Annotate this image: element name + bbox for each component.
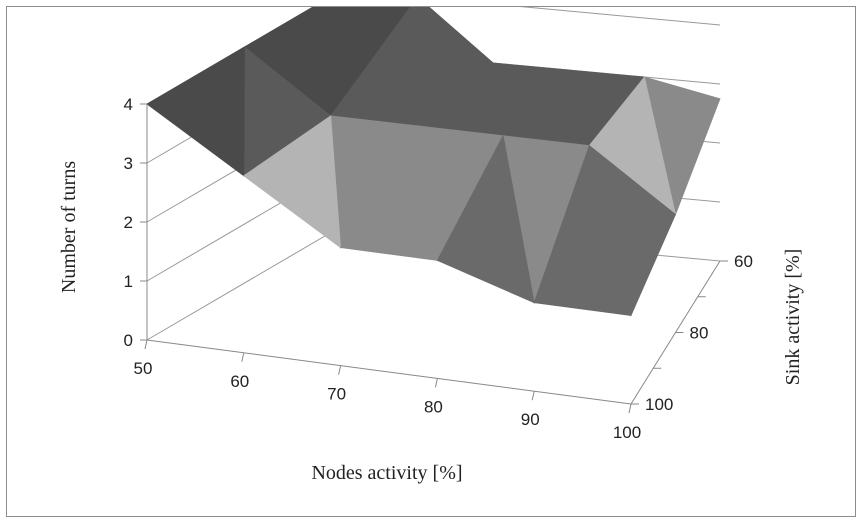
x-axis-line: [146, 339, 632, 405]
axes-layer: [140, 103, 728, 414]
surface-face: [339, 124, 438, 261]
y-tick-label: 80: [690, 324, 709, 343]
x-tick-label: 100: [613, 423, 641, 442]
y-tick-label: 60: [734, 252, 753, 271]
surface-face: [533, 144, 632, 316]
z-axis-title: Number of turns: [58, 161, 80, 293]
x-tick-mark: [628, 403, 632, 414]
surface-face: [243, 115, 342, 249]
z-tick-label: 0: [124, 331, 133, 350]
x-tick-label: 90: [521, 410, 540, 429]
x-tick-mark: [531, 391, 535, 401]
surface-face: [146, 46, 245, 177]
surface-layer: [146, 0, 721, 317]
z-tick-label: 2: [124, 213, 133, 232]
x-tick-mark: [434, 378, 438, 388]
x-tick-mark: [241, 352, 245, 362]
x-tick-mark: [144, 339, 148, 350]
x-tick-label: 80: [424, 397, 443, 416]
x-axis-title: Nodes activity [%]: [311, 462, 462, 484]
y-axis-title: Sink activity [%]: [782, 249, 804, 386]
z-tick-label: 1: [124, 272, 133, 291]
chart-frame: 0 1 2 3 4 50 60 70 80 90 100 100 80 60 Number of turn…: [6, 0, 856, 517]
x-tick-label: 60: [230, 372, 249, 391]
y-tick-label: 100: [645, 395, 673, 414]
x-tick-label: 70: [327, 385, 346, 404]
surface-face: [436, 134, 535, 304]
z-tick-label: 4: [124, 95, 133, 114]
z-tick-label: 3: [124, 154, 133, 173]
x-tick-label: 50: [134, 359, 153, 378]
x-tick-mark: [338, 365, 342, 375]
